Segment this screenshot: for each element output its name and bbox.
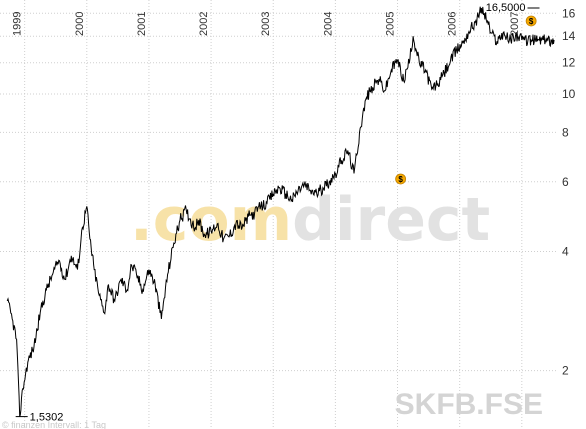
y-tick-label: 8: [562, 125, 569, 139]
chart-grid: [0, 0, 556, 429]
x-axis-labels: 1999 2000 2001 2002 2003 2004 2005 2006 2007: [12, 12, 521, 36]
x-tick-label: 1999: [12, 12, 24, 36]
y-tick-label: 10: [562, 87, 576, 101]
ticker-symbol: SKFB.FSE: [395, 388, 543, 421]
max-value-label: 16,5000: [486, 2, 526, 14]
watermark-part1: .com: [130, 185, 292, 255]
y-tick-label: 2: [562, 364, 569, 378]
price-series-line: [6, 6, 555, 417]
x-tick-label: 2005: [385, 12, 397, 36]
dividend-marker: [525, 15, 537, 27]
y-axis-labels: 2 4 6 8 10 12 14 16: [562, 6, 576, 377]
y-tick-label: 4: [562, 244, 569, 258]
x-tick-label: 2006: [447, 12, 459, 36]
x-tick-label: 2001: [136, 12, 148, 36]
extreme-annotations: 16,5000 1,5302: [15, 2, 540, 424]
dividend-marker-label: $: [529, 17, 534, 26]
watermark: .comdirect: [130, 185, 490, 255]
y-tick-label: 16: [562, 6, 576, 20]
y-tick-label: 14: [562, 29, 576, 43]
footer-caption: © finanzen Intervall: 1 Tag: [2, 420, 106, 429]
x-tick-label: 2003: [260, 12, 272, 36]
watermark-text: .comdirect: [130, 185, 490, 255]
x-tick-label: 2004: [322, 12, 334, 36]
x-tick-label: 2000: [74, 12, 86, 36]
x-tick-label: 2002: [198, 12, 210, 36]
dividend-markers: $$: [395, 15, 537, 185]
watermark-part2: direct: [292, 185, 490, 255]
dividend-marker: [395, 173, 407, 185]
x-tick-label: 2007: [509, 12, 521, 36]
dividend-marker-label: $: [398, 175, 403, 184]
y-tick-label: 12: [562, 56, 576, 70]
min-value-label: 1,5302: [30, 412, 64, 424]
y-tick-label: 6: [562, 175, 569, 189]
